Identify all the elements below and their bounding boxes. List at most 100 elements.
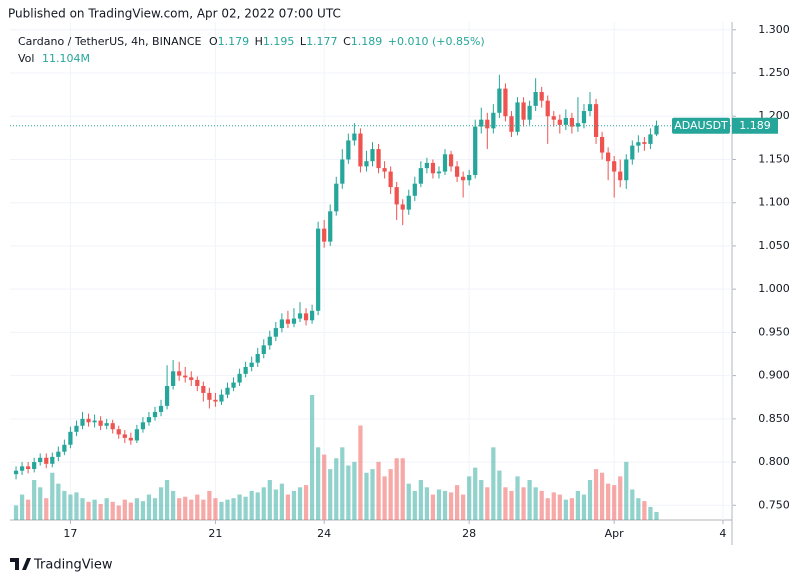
volume-bar	[521, 487, 526, 520]
candle-body	[467, 175, 472, 181]
candle-body	[56, 451, 61, 457]
volume-bar	[303, 485, 309, 520]
volume-bar	[581, 494, 587, 520]
candle-body	[110, 423, 115, 430]
candle-body	[491, 112, 496, 129]
candle-body	[581, 111, 587, 124]
volume-bar	[38, 487, 43, 520]
volume-bar	[569, 498, 575, 520]
candle-body	[267, 336, 272, 346]
candle-body	[80, 418, 85, 426]
volume-bar	[195, 494, 200, 520]
candle-body	[545, 100, 550, 117]
volume-bar	[648, 506, 653, 520]
volume-bar	[171, 490, 176, 520]
volume-bar	[104, 498, 109, 520]
volume-bar	[62, 490, 67, 520]
volume-bar	[122, 499, 127, 520]
volume-bar	[587, 480, 593, 520]
candle-body	[606, 152, 611, 162]
x-tick-label: Apr	[605, 527, 625, 540]
volume-bar	[636, 498, 641, 520]
volume-bar	[436, 489, 442, 520]
volume-bar	[32, 480, 37, 520]
volume-bar	[418, 480, 423, 520]
candle-body	[334, 183, 339, 212]
candle-body	[630, 145, 635, 160]
candle-body	[352, 133, 357, 141]
published-note: Published on TradingView.com, Apr 02, 20…	[8, 7, 341, 21]
volume-bar	[297, 487, 303, 520]
volume-bar	[630, 489, 635, 520]
close-value: 1.189	[351, 35, 383, 48]
volume-bar	[74, 492, 79, 520]
volume-title: Vol	[18, 52, 34, 65]
x-tick-label: 17	[63, 527, 77, 540]
candle-body	[309, 310, 315, 321]
open-value: 1.179	[218, 35, 250, 48]
volume-bar	[56, 483, 61, 520]
volume-bar	[364, 472, 369, 520]
candle-body	[19, 466, 25, 471]
volume-bar	[19, 494, 25, 520]
candle-body	[201, 385, 206, 393]
volume-bar	[158, 487, 164, 520]
candle-body	[44, 457, 49, 464]
candle-body	[207, 392, 212, 400]
volume-bar	[370, 469, 375, 520]
volume-bar	[461, 494, 466, 520]
candle-body	[152, 411, 158, 418]
volume-bar	[140, 501, 146, 520]
candle-body	[26, 466, 31, 469]
volume-bar	[237, 494, 242, 520]
volume-bar	[358, 425, 363, 520]
volume-bar	[388, 469, 393, 520]
candle-body	[213, 399, 218, 402]
volume-bar	[394, 458, 399, 520]
volume-bar	[164, 480, 170, 520]
volume-bar	[267, 480, 272, 520]
candle-body	[593, 104, 599, 137]
volume-bar	[654, 511, 659, 520]
ohlc-label: O	[209, 35, 218, 48]
candle-body	[557, 119, 562, 125]
candle-body	[183, 375, 188, 378]
y-tick-label: 1.300	[758, 23, 790, 36]
volume-bar	[152, 498, 158, 520]
candle-body	[195, 379, 200, 386]
candle-body	[140, 422, 146, 430]
candle-body	[128, 437, 133, 441]
candle-body	[587, 104, 593, 112]
volume-bar	[231, 498, 236, 520]
candle-body	[122, 434, 127, 438]
candle-body	[648, 134, 653, 144]
volume-bar	[219, 501, 224, 520]
candles	[13, 74, 659, 480]
volume-bar	[424, 487, 430, 520]
volume-bar	[606, 483, 611, 520]
candle-body	[104, 423, 109, 426]
candle-body	[177, 371, 182, 376]
candle-body	[219, 394, 224, 402]
candle-body	[412, 183, 417, 196]
symbol-tag-label: ADAUSDT	[674, 119, 728, 132]
candle-body	[418, 168, 423, 184]
volume-bar	[328, 469, 333, 520]
candle-body	[364, 161, 369, 167]
candle-body	[430, 162, 436, 174]
ohlc-label: H	[255, 35, 263, 48]
candle-body	[189, 377, 194, 380]
volume-bar	[110, 501, 115, 520]
candle-body	[38, 457, 43, 463]
volume-bar	[340, 447, 345, 520]
volume-bar	[382, 476, 387, 520]
volume-bar	[146, 494, 152, 520]
x-tick-label: 28	[462, 527, 476, 540]
volume-bar	[557, 494, 562, 520]
volume-bar	[412, 490, 417, 520]
x-tick-label: 21	[208, 527, 222, 540]
volume-bar	[279, 483, 284, 520]
volume-bar	[273, 489, 278, 520]
volume-bar	[249, 490, 254, 520]
